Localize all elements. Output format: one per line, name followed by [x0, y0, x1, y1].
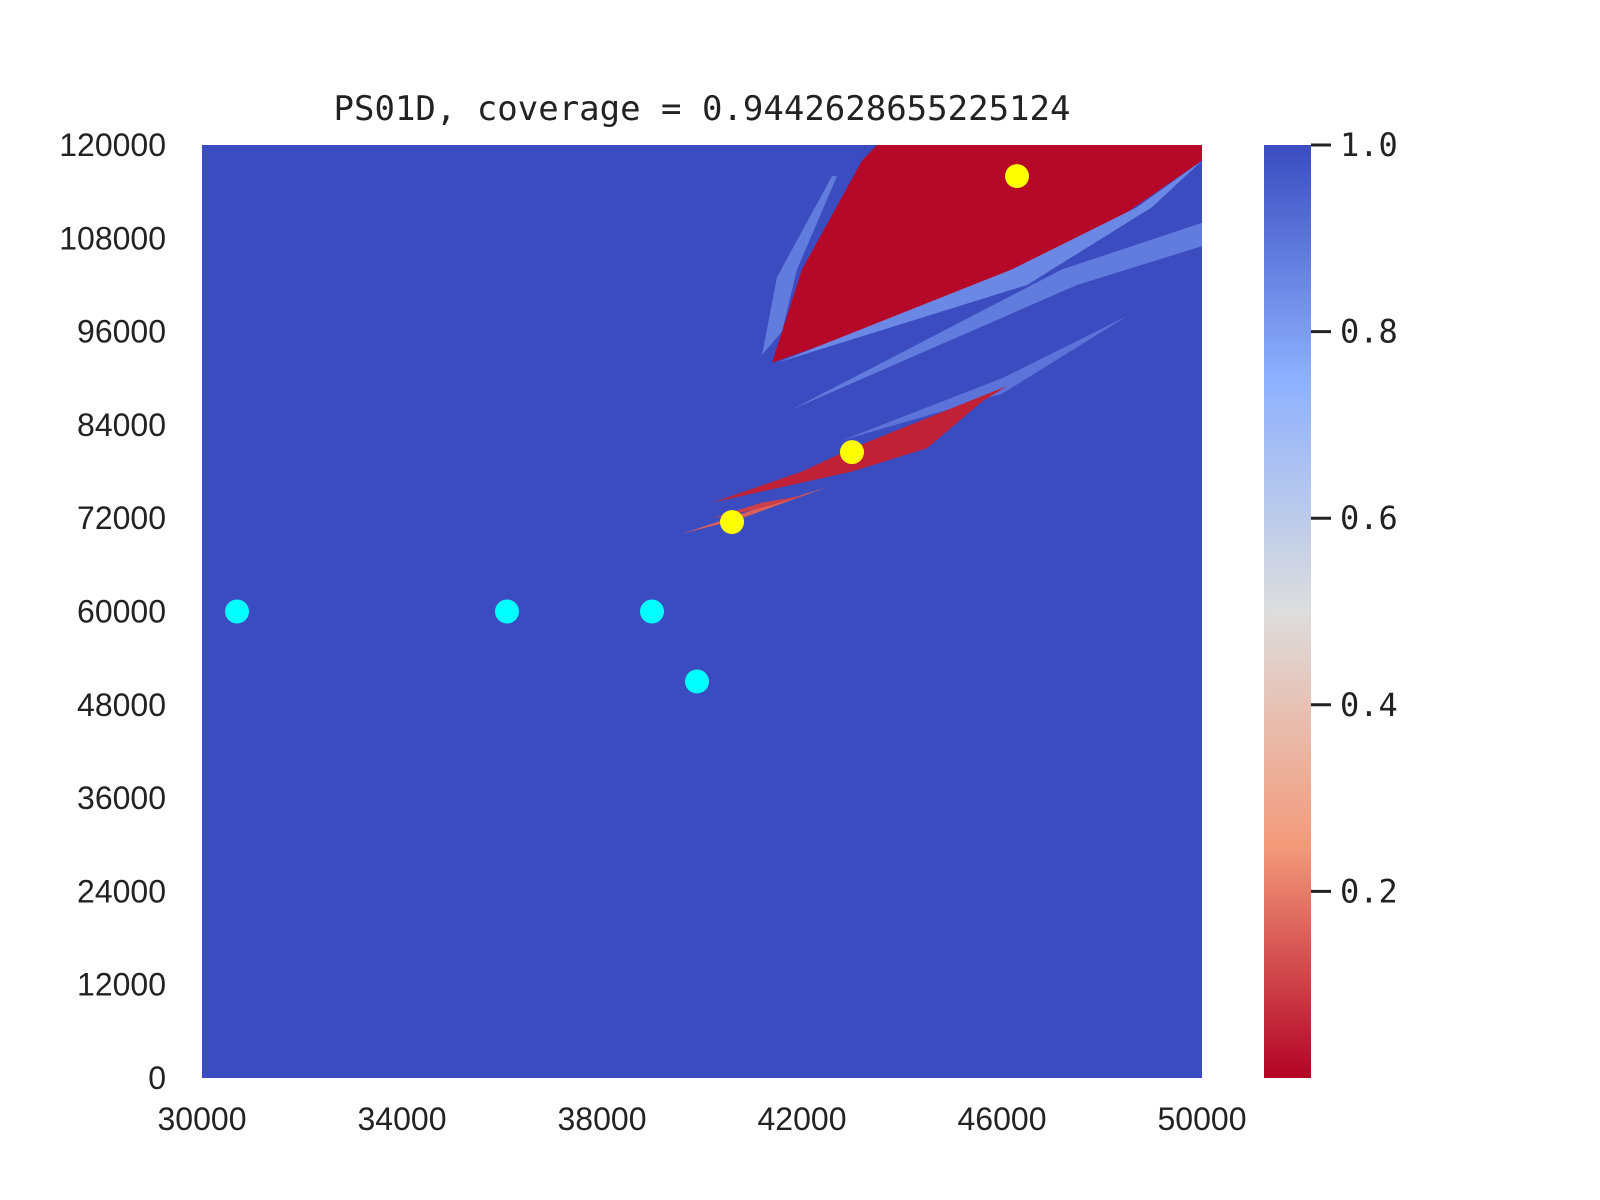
- y-tick-label: 48000: [77, 687, 166, 723]
- marker-layer: [225, 164, 1029, 694]
- marker-point-1-2: [720, 510, 744, 535]
- x-tick-label: 30000: [158, 1101, 247, 1137]
- y-tick-label: 108000: [59, 220, 166, 256]
- y-tick-label: 12000: [77, 967, 166, 1003]
- colorbar-tick-label: 0.2: [1340, 872, 1398, 910]
- y-axis: 0 12000 24000 36000 48000 60000 72000 84000 9600…: [59, 127, 166, 1096]
- heatmap-region-0: [772, 145, 1202, 363]
- colorbar-tick-label: 0.6: [1340, 499, 1398, 537]
- chart-title: PS01D, coverage = 0.9442628655225124: [334, 89, 1071, 129]
- y-tick-label: 36000: [77, 780, 166, 816]
- colorbar-tick-label: 0.4: [1340, 686, 1398, 724]
- marker-point-0-1: [495, 599, 519, 624]
- colorbar-tick-label: 0.8: [1340, 313, 1398, 351]
- colorbar-axis: 0.2 0.4 0.6 0.8 1.0: [1311, 126, 1398, 910]
- heatmap-regions: [682, 145, 1202, 534]
- x-tick-label: 38000: [558, 1101, 647, 1137]
- y-tick-label: 72000: [77, 500, 166, 536]
- y-tick-label: 120000: [59, 127, 166, 163]
- x-tick-label: 42000: [758, 1101, 847, 1137]
- y-tick-label: 60000: [77, 594, 166, 630]
- marker-point-0-3: [685, 669, 709, 694]
- y-tick-label: 84000: [77, 407, 166, 443]
- marker-point-1-1: [840, 440, 864, 465]
- marker-point-1-0: [1005, 164, 1029, 189]
- marker-point-0-2: [640, 599, 664, 624]
- x-tick-label: 34000: [358, 1101, 447, 1137]
- x-tick-label: 50000: [1158, 1101, 1247, 1137]
- heatmap-region-3: [792, 222, 1202, 410]
- y-tick-label: 96000: [77, 314, 166, 350]
- x-axis: 30000 34000 38000 42000 46000 50000: [158, 1101, 1247, 1137]
- y-tick-label: 0: [148, 1060, 166, 1096]
- colorbar-tick-label: 1.0: [1340, 126, 1398, 164]
- x-tick-label: 46000: [958, 1101, 1047, 1137]
- marker-point-0-0: [225, 599, 249, 624]
- colorbar: [1264, 145, 1311, 1078]
- y-tick-label: 24000: [77, 873, 166, 909]
- heatmap-region-1: [762, 176, 837, 355]
